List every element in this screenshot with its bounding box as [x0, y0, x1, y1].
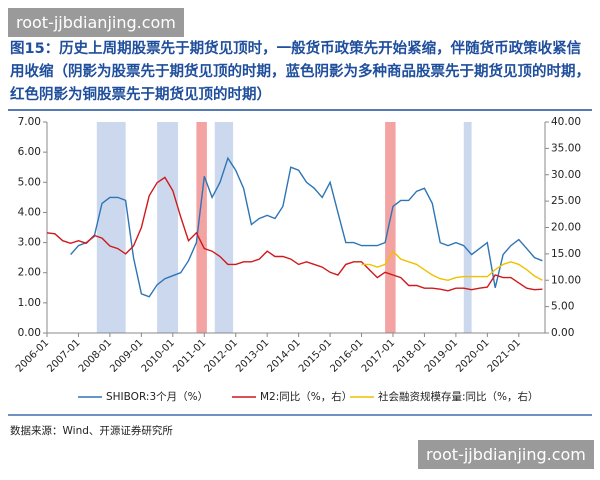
shaded-region	[157, 122, 179, 333]
x-tick-label: 2016-01	[328, 337, 365, 374]
x-tick-label: 2009-01	[108, 337, 145, 374]
x-tick-label: 2017-01	[360, 337, 397, 374]
x-tick-label: 2011-01	[171, 337, 208, 374]
x-tick-label: 2021-01	[486, 337, 523, 374]
x-tick-label: 2014-01	[266, 337, 303, 374]
x-tick-label: 2015-01	[297, 337, 334, 374]
watermark: root-jjbdianjing.com	[418, 440, 594, 469]
series-line	[361, 250, 543, 282]
y2-tick-label: 0.00	[551, 327, 574, 339]
series-line	[46, 176, 543, 292]
x-tick-label: 2006-01	[14, 337, 51, 374]
x-tick-label: 2008-01	[77, 337, 114, 374]
y-tick-label: 7.00	[18, 116, 41, 128]
y2-tick-label: 40.00	[551, 116, 581, 128]
x-tick-label: 2018-01	[391, 337, 428, 374]
y2-tick-label: 35.00	[551, 142, 581, 154]
shaded-region	[463, 122, 472, 333]
watermark: root-jjbdianjing.com	[8, 8, 184, 37]
x-tick-label: 2010-01	[140, 337, 177, 374]
shaded-region	[96, 122, 126, 333]
legend-label: SHIBOR:3个月（%）	[106, 391, 208, 403]
y2-tick-label: 30.00	[551, 169, 581, 181]
x-tick-label: 2019-01	[423, 337, 460, 374]
y2-tick-label: 20.00	[551, 222, 581, 234]
shaded-region	[196, 122, 207, 333]
y-tick-label: 3.00	[18, 237, 41, 249]
y-tick-label: 4.00	[18, 206, 41, 218]
x-tick-label: 2013-01	[234, 337, 271, 374]
y-tick-label: 6.00	[18, 146, 41, 158]
y-tick-label: 5.00	[18, 176, 41, 188]
chart-title: 图15：历史上周期股票先于期货见顶时，一般货币政策先开始紧缩，伴随货币政策收紧信…	[10, 41, 590, 103]
y-tick-label: 1.00	[18, 297, 41, 309]
x-tick-label: 2012-01	[203, 337, 240, 374]
y-tick-label: 2.00	[18, 267, 41, 279]
y2-tick-label: 5.00	[551, 301, 574, 313]
shaded-region	[385, 122, 396, 333]
x-tick-label: 2020-01	[454, 337, 491, 374]
y2-tick-label: 10.00	[551, 274, 581, 286]
y-tick-label: 0.00	[18, 327, 41, 339]
legend-label: M2:同比（%，右）	[260, 390, 352, 403]
y2-tick-label: 25.00	[551, 195, 581, 207]
shaded-region	[214, 122, 234, 333]
x-tick-label: 2007-01	[45, 337, 82, 374]
source: 数据来源：Wind、开源证券研究所	[10, 424, 173, 437]
y2-tick-label: 15.00	[551, 248, 581, 260]
legend-label: 社会融资规模存量:同比（%，右）	[378, 390, 539, 403]
series-line	[70, 156, 543, 298]
